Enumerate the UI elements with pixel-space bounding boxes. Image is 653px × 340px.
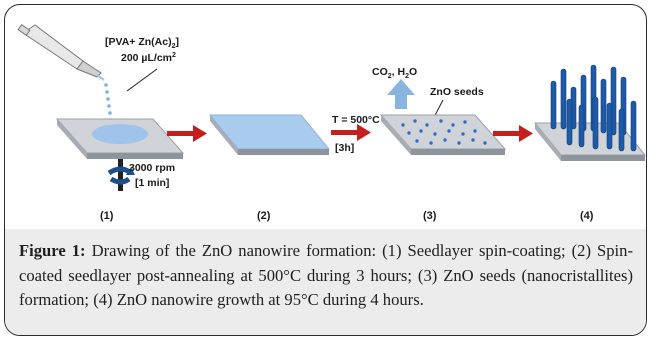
spin-time: [1 min] <box>135 177 169 189</box>
zno-seeds <box>401 119 487 145</box>
seeds-label: ZnO seeds <box>430 86 484 98</box>
temperature-label: T = 500°C <box>332 114 380 126</box>
substrate-step2 <box>208 114 331 155</box>
reagent-label: [PVA+ Zn(Ac)2] <box>105 36 179 50</box>
spin-axis <box>107 159 135 191</box>
figure-caption: Figure 1: Drawing of the ZnO nanowire fo… <box>19 239 633 313</box>
arrow-3-icon <box>493 125 533 142</box>
step-label-4: (4) <box>580 210 594 222</box>
gas-release-arrow-icon <box>387 79 415 109</box>
step-label-1: (1) <box>100 210 114 222</box>
step-label-2: (2) <box>257 210 271 222</box>
step-label-3: (3) <box>423 210 437 222</box>
rotation-arrow-icon <box>126 167 135 175</box>
caption-label: Figure 1: <box>19 241 86 260</box>
process-diagram: [PVA+ Zn(Ac)2] 200 µL/cm2 3000 rpm [1 mi… <box>17 23 646 222</box>
caption-band: Figure 1: Drawing of the ZnO nanowire fo… <box>5 229 646 335</box>
spin-speed: 3000 rpm <box>129 162 175 174</box>
droplets <box>104 83 113 122</box>
arrow-2-icon <box>331 124 371 141</box>
arrow-1-icon <box>167 125 207 142</box>
substrate-step4 <box>533 122 646 161</box>
substrate-step3 <box>379 114 507 155</box>
film-puddle <box>92 124 148 144</box>
figure-frame: [PVA+ Zn(Ac)2] 200 µL/cm2 3000 rpm [1 mi… <box>4 4 647 336</box>
nanowires <box>550 64 637 152</box>
dose-label: 200 µL/cm2 <box>121 52 176 64</box>
caption-text: Drawing of the ZnO nanowire formation: (… <box>19 241 633 309</box>
gas-label: CO2, H2O <box>372 66 417 80</box>
figure-illustration: [PVA+ Zn(Ac)2] 200 µL/cm2 3000 rpm [1 mi… <box>5 5 646 227</box>
dose-pointer <box>126 68 158 92</box>
anneal-time: [3h] <box>335 142 354 154</box>
substrate-step1 <box>55 118 185 159</box>
pipette-icon <box>17 23 105 81</box>
